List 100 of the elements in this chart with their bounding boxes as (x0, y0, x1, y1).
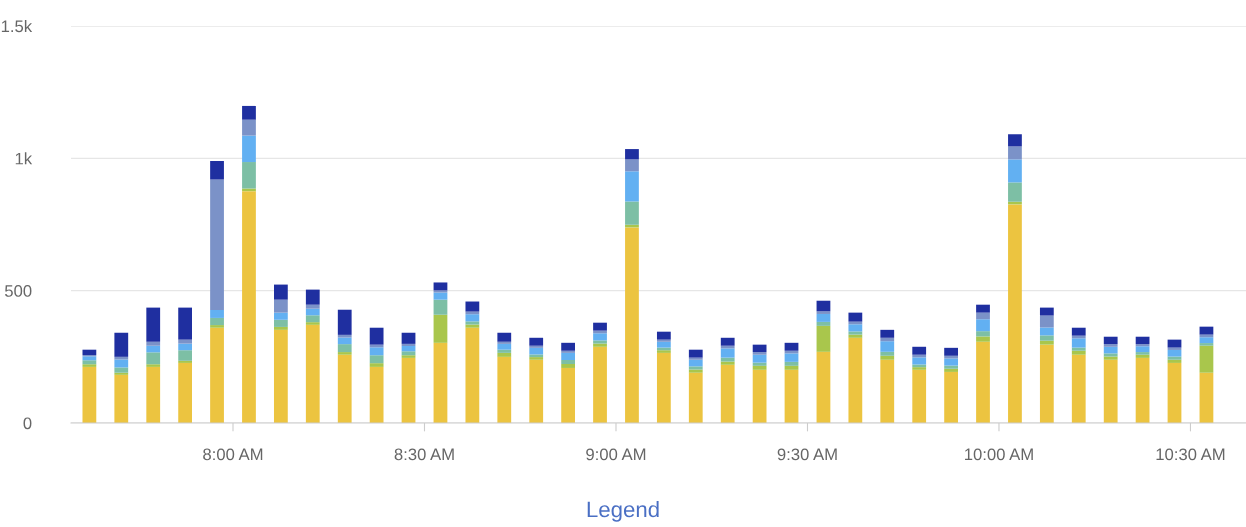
bar (178, 339, 193, 344)
bar (1008, 204, 1022, 423)
bar (784, 342, 799, 351)
bar (816, 321, 831, 326)
bar (816, 325, 831, 352)
bar (529, 347, 544, 355)
bar (1199, 343, 1214, 346)
text: Legend (587, 501, 659, 522)
bar (816, 313, 831, 322)
bar (497, 343, 512, 350)
bar (433, 292, 448, 300)
bar (210, 317, 224, 326)
y-tick-label: 1.5k (1, 19, 33, 33)
bar (720, 357, 735, 362)
bar (178, 343, 193, 351)
bar (688, 349, 703, 358)
bar (210, 160, 224, 180)
bar (1039, 315, 1054, 328)
bar (305, 289, 320, 305)
bar (242, 162, 256, 189)
bar (1167, 349, 1182, 357)
bar (210, 179, 224, 310)
y-tick-label: 500 (4, 285, 32, 297)
bar (210, 327, 224, 423)
bar (465, 301, 480, 312)
x-tick-label: 8:00 AM (203, 448, 263, 461)
bar (625, 227, 639, 423)
bar (273, 326, 288, 330)
bar (656, 341, 671, 348)
bar (1039, 335, 1054, 341)
bar (273, 299, 288, 313)
bar (114, 367, 129, 373)
bar (848, 324, 863, 332)
bar (146, 352, 161, 365)
bar (848, 337, 863, 423)
bar (1071, 347, 1086, 351)
bar (561, 350, 576, 353)
bar (1039, 344, 1054, 423)
bar (114, 372, 129, 375)
bar (497, 356, 512, 423)
bar (816, 311, 831, 314)
bar (210, 325, 224, 328)
bar (593, 322, 607, 331)
bar (114, 332, 129, 357)
bar (369, 363, 384, 367)
bar (1167, 362, 1182, 423)
bar (146, 345, 161, 353)
bar (465, 327, 480, 423)
bar (401, 351, 416, 356)
bar (848, 312, 863, 322)
bar (146, 307, 161, 342)
bar (561, 367, 576, 423)
bar (1008, 134, 1022, 147)
bar (625, 159, 639, 172)
bar (1135, 346, 1150, 353)
bar (82, 356, 97, 361)
x-tick-label: 9:30 AM (777, 448, 837, 461)
bar (242, 191, 256, 423)
bar (146, 341, 161, 346)
bar (273, 319, 288, 327)
bar (976, 331, 990, 337)
bar (401, 343, 416, 346)
bar (273, 329, 288, 423)
bar (1071, 350, 1086, 355)
bar (1103, 336, 1118, 345)
bar (912, 346, 927, 355)
bar (178, 360, 193, 363)
bar (880, 329, 895, 338)
bar (976, 341, 990, 423)
bar (146, 364, 161, 367)
bar (305, 308, 320, 316)
bar (880, 359, 895, 423)
bar (369, 327, 384, 345)
bar (561, 363, 576, 368)
bar (1039, 340, 1054, 345)
x-tick-label: 9:00 AM (586, 448, 646, 461)
bar (752, 362, 767, 366)
bar (497, 352, 512, 357)
bar (720, 337, 735, 346)
bar (337, 352, 352, 355)
bar (1071, 338, 1086, 348)
bar (976, 304, 990, 313)
bar (242, 105, 256, 120)
bar (688, 357, 703, 360)
bar (1167, 339, 1182, 348)
bar (784, 365, 799, 370)
bar (816, 351, 831, 423)
bar (178, 362, 193, 423)
x-tick-label: 10:00 AM (965, 448, 1033, 461)
bar (784, 353, 799, 362)
bar (529, 345, 544, 348)
bar (752, 369, 767, 423)
bar (784, 369, 799, 423)
bar (1008, 159, 1022, 183)
bar (880, 355, 895, 360)
bar (688, 372, 703, 423)
bar (465, 314, 480, 322)
bar (1039, 307, 1054, 316)
bar (880, 351, 895, 356)
bar (1103, 346, 1118, 354)
